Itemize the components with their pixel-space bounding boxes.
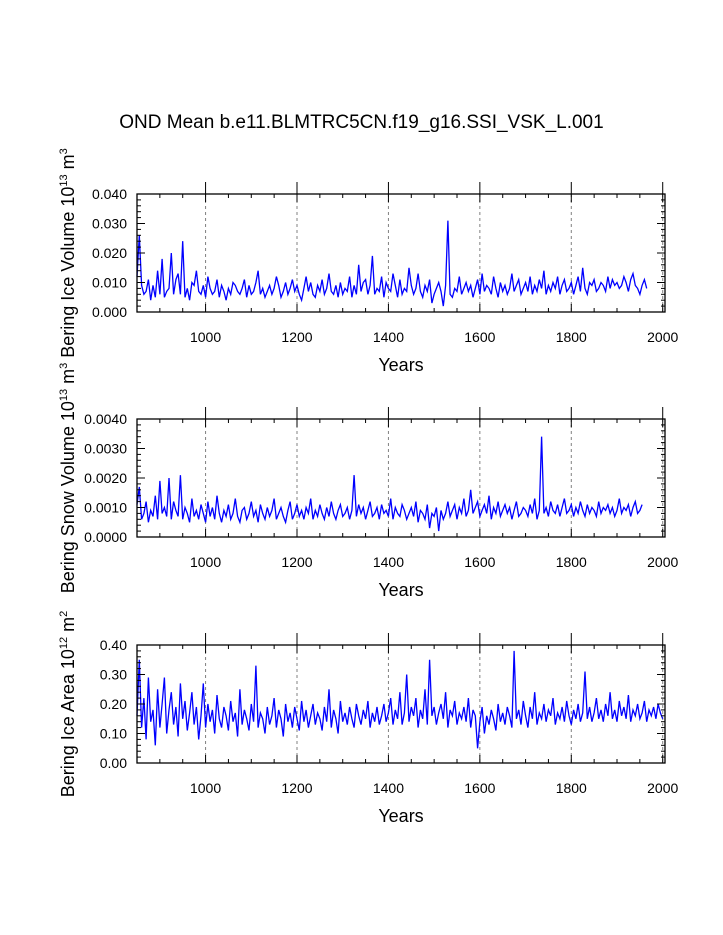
y-tick-label: 0.010 bbox=[92, 275, 127, 291]
series-line bbox=[136, 220, 648, 307]
x-axis-label: Years bbox=[378, 580, 423, 600]
x-tick-label: 1200 bbox=[281, 780, 312, 796]
y-tick-label: 0.00 bbox=[100, 755, 127, 771]
y-tick-label: 0.0000 bbox=[84, 529, 127, 545]
x-tick-label: 2000 bbox=[647, 780, 678, 796]
x-tick-label: 1600 bbox=[464, 554, 495, 570]
y-axis-label: Bering Ice Volume 1013 m3 bbox=[58, 148, 78, 357]
x-tick-label: 1000 bbox=[190, 780, 221, 796]
x-tick-label: 1800 bbox=[556, 329, 587, 345]
y-tick-label: 0.000 bbox=[92, 304, 127, 320]
y-tick-label: 0.20 bbox=[100, 696, 127, 712]
series-line bbox=[136, 650, 664, 749]
x-axis-label: Years bbox=[378, 355, 423, 375]
y-tick-label: 0.020 bbox=[92, 245, 127, 261]
x-tick-label: 1000 bbox=[190, 329, 221, 345]
x-tick-label: 1400 bbox=[373, 780, 404, 796]
chart-title: OND Mean b.e11.BLMTRC5CN.f19_g16.SSI_VSK… bbox=[119, 112, 604, 133]
x-tick-label: 1400 bbox=[373, 329, 404, 345]
y-tick-label: 0.0030 bbox=[84, 441, 127, 457]
x-axis-label: Years bbox=[378, 806, 423, 826]
y-tick-label: 0.040 bbox=[92, 186, 127, 202]
x-tick-label: 1600 bbox=[464, 780, 495, 796]
y-tick-label: 0.10 bbox=[100, 726, 127, 742]
y-tick-label: 0.0020 bbox=[84, 470, 127, 486]
plot-frame bbox=[136, 193, 666, 313]
plot-frame bbox=[136, 418, 666, 538]
y-tick-label: 0.0040 bbox=[84, 411, 127, 427]
y-axis-label: Bering Snow Volume 1013 m3 bbox=[58, 363, 78, 594]
y-tick-label: 0.030 bbox=[92, 216, 127, 232]
x-tick-label: 1000 bbox=[190, 554, 221, 570]
x-tick-label: 1200 bbox=[281, 554, 312, 570]
y-tick-label: 0.30 bbox=[100, 667, 127, 683]
x-tick-label: 2000 bbox=[647, 329, 678, 345]
x-tick-label: 2000 bbox=[647, 554, 678, 570]
y-tick-label: 0.0010 bbox=[84, 500, 127, 516]
y-axis-label: Bering Ice Area 1012 m2 bbox=[58, 611, 78, 797]
x-tick-label: 1200 bbox=[281, 329, 312, 345]
x-tick-label: 1400 bbox=[373, 554, 404, 570]
x-tick-label: 1600 bbox=[464, 329, 495, 345]
x-tick-label: 1800 bbox=[556, 554, 587, 570]
y-tick-label: 0.40 bbox=[100, 637, 127, 653]
x-tick-label: 1800 bbox=[556, 780, 587, 796]
series-line bbox=[136, 436, 643, 532]
